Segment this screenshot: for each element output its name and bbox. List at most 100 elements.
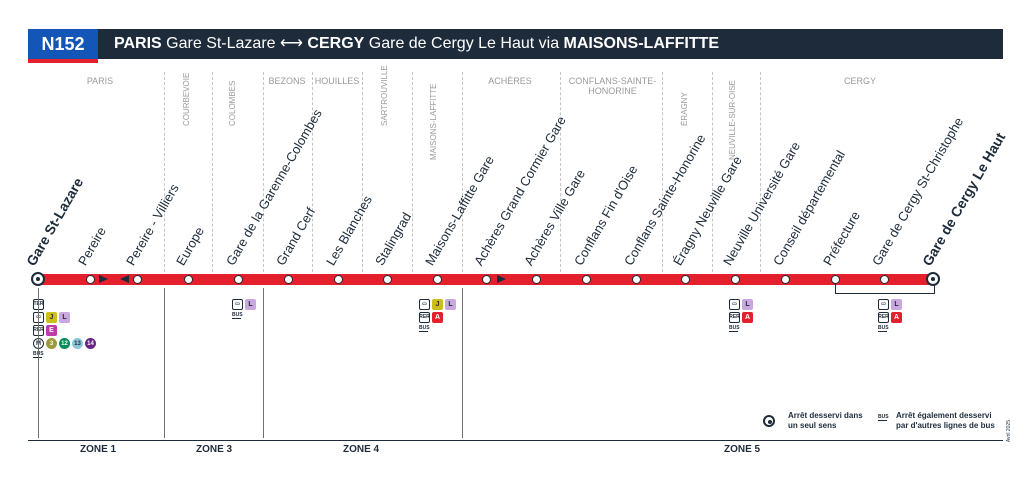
stop-marker bbox=[383, 275, 392, 284]
stop-marker bbox=[582, 275, 591, 284]
commune-conflans-sainte-honorine: CONFLANS-SAINTE-HONORINE bbox=[568, 76, 657, 96]
stop-name: Gare de Cergy St-Christophe bbox=[869, 114, 967, 268]
commune-separator bbox=[362, 72, 363, 272]
line-badge: N152 bbox=[28, 29, 98, 59]
metro-3-badge: 3 bbox=[46, 338, 57, 349]
stop-marker bbox=[86, 275, 95, 284]
stop-marker bbox=[284, 275, 293, 284]
commune-paris: PARIS bbox=[86, 76, 114, 86]
commune-separator bbox=[462, 72, 463, 272]
commune-bezons: BEZONS bbox=[268, 76, 306, 86]
zone-1-label: ZONE 1 bbox=[80, 444, 117, 455]
commune-courbevoie: COURBEVOIE bbox=[182, 72, 191, 126]
bus-legend-icon: BUS bbox=[878, 414, 889, 421]
stop-name: Pereire bbox=[75, 224, 109, 268]
rer-a-badge: A bbox=[432, 312, 443, 323]
train-icon: ▭ bbox=[419, 299, 430, 310]
rer-icon: RER bbox=[729, 312, 740, 323]
connections-garenne-colombes: ▭ L BUS bbox=[232, 299, 256, 319]
commune-colombes: COLOMBES bbox=[228, 80, 237, 126]
legend-other-bus: Arrêt également desservi par d'autres li… bbox=[896, 411, 995, 431]
train-icon: ▭ bbox=[232, 299, 243, 310]
stop-marker bbox=[433, 275, 442, 284]
zone-3-label: ZONE 3 bbox=[196, 444, 233, 455]
stop-name: Gare de la Garenne-Colombes bbox=[223, 106, 325, 269]
via-city: MAISONS-LAFFITTE bbox=[563, 35, 720, 52]
zone-4-label: ZONE 4 bbox=[343, 444, 380, 455]
commune-acheres: ACHÈRES bbox=[488, 76, 532, 86]
stop-marker bbox=[781, 275, 790, 284]
bus-icon: BUS bbox=[729, 325, 740, 332]
commune-separator bbox=[164, 72, 165, 272]
commune-cergy: CERGY bbox=[843, 76, 876, 86]
train-line-l-badge: L bbox=[445, 299, 456, 310]
zone-separator bbox=[38, 288, 39, 438]
stop-marker bbox=[482, 275, 491, 284]
train-icon: ▭ bbox=[729, 299, 740, 310]
legend-one-way-line2: un seul sens bbox=[788, 421, 837, 430]
direction-right-arrow-icon bbox=[99, 275, 108, 283]
stop-name: Les Blanches bbox=[323, 192, 376, 268]
rer-e-badge: E bbox=[46, 325, 57, 336]
train-line-j-badge: J bbox=[46, 312, 57, 323]
origin-city: PARIS bbox=[114, 35, 162, 52]
destination-stop: Gare de Cergy Le Haut bbox=[368, 35, 535, 52]
rer-icon: RER bbox=[419, 312, 430, 323]
connections-gare-st-lazare: TER ▭ J L RER E M 3 12 13 14 BUS bbox=[33, 299, 96, 358]
zone-baseline bbox=[28, 440, 1003, 441]
commune-neuville-sur-oise: NEUVILLE-SUR-OISE bbox=[728, 79, 737, 160]
stop-name: Europe bbox=[173, 224, 207, 268]
stop-name: Achères Grand Cormier Gare bbox=[471, 113, 569, 269]
commune-maisons-laffitte: MAISONS-LAFFITTE bbox=[429, 83, 438, 160]
one-way-stop-legend-icon bbox=[763, 415, 775, 427]
rer-a-badge: A bbox=[891, 312, 902, 323]
train-line-j-badge: J bbox=[432, 299, 443, 310]
commune-houilles: HOUILLES bbox=[314, 76, 360, 86]
terminus-marker bbox=[31, 272, 45, 286]
via-label: via bbox=[538, 35, 560, 52]
commune-eragny: ÉRAGNY bbox=[680, 92, 689, 126]
stop-marker bbox=[234, 275, 243, 284]
connections-cergy-st-christophe: ▭ L RER A BUS bbox=[878, 299, 902, 332]
bus-icon: BUS bbox=[878, 325, 889, 332]
commune-separator bbox=[712, 72, 713, 272]
train-line-l-badge: L bbox=[59, 312, 70, 323]
line-badge-stripe bbox=[28, 59, 98, 63]
one-way-branch bbox=[835, 282, 935, 294]
connections-neuville-universite: ▭ L RER A BUS bbox=[729, 299, 753, 332]
stop-marker bbox=[133, 275, 142, 284]
stop-marker bbox=[184, 275, 193, 284]
train-line-l-badge: L bbox=[245, 299, 256, 310]
stop-name: Stalingrad bbox=[372, 209, 415, 268]
train-line-l-badge: L bbox=[742, 299, 753, 310]
stop-name: Préfecture bbox=[820, 208, 863, 268]
legend-other-bus-line2: par d'autres lignes de bus bbox=[896, 421, 995, 430]
stop-marker bbox=[880, 275, 889, 284]
connections-maisons-laffitte: ▭ J L RER A BUS bbox=[419, 299, 456, 332]
stop-marker bbox=[731, 275, 740, 284]
stop-marker bbox=[681, 275, 690, 284]
direction-left-arrow-icon bbox=[120, 275, 129, 283]
stop-name: Pereire - Villiers bbox=[123, 181, 182, 268]
route-header: N152 PARIS Gare St-Lazare ⟷ CERGY Gare d… bbox=[28, 29, 1003, 63]
commune-separator bbox=[560, 72, 561, 272]
train-icon: ▭ bbox=[878, 299, 889, 310]
commune-separator bbox=[412, 72, 413, 272]
rer-icon: RER bbox=[878, 312, 889, 323]
bus-icon: BUS bbox=[232, 312, 243, 319]
commune-separator bbox=[312, 72, 313, 272]
bus-icon: BUS bbox=[878, 414, 889, 421]
bidirectional-arrow-icon: ⟷ bbox=[280, 35, 303, 52]
legend-one-way: Arrêt desservi dans un seul sens bbox=[788, 411, 863, 431]
legend-one-way-line1: Arrêt desservi dans bbox=[788, 411, 863, 420]
commune-separator bbox=[662, 72, 663, 272]
metro-13-badge: 13 bbox=[72, 338, 83, 349]
bus-icon: BUS bbox=[419, 325, 430, 332]
stop-name: Gare St-Lazare bbox=[23, 174, 87, 269]
commune-separator bbox=[760, 72, 761, 272]
zone-5-label: ZONE 5 bbox=[724, 444, 761, 455]
commune-sartrouville: SARTROUVILLE bbox=[380, 65, 389, 126]
direction-right-arrow-icon bbox=[497, 275, 506, 283]
stop-marker bbox=[831, 275, 840, 284]
rer-a-badge: A bbox=[742, 312, 753, 323]
